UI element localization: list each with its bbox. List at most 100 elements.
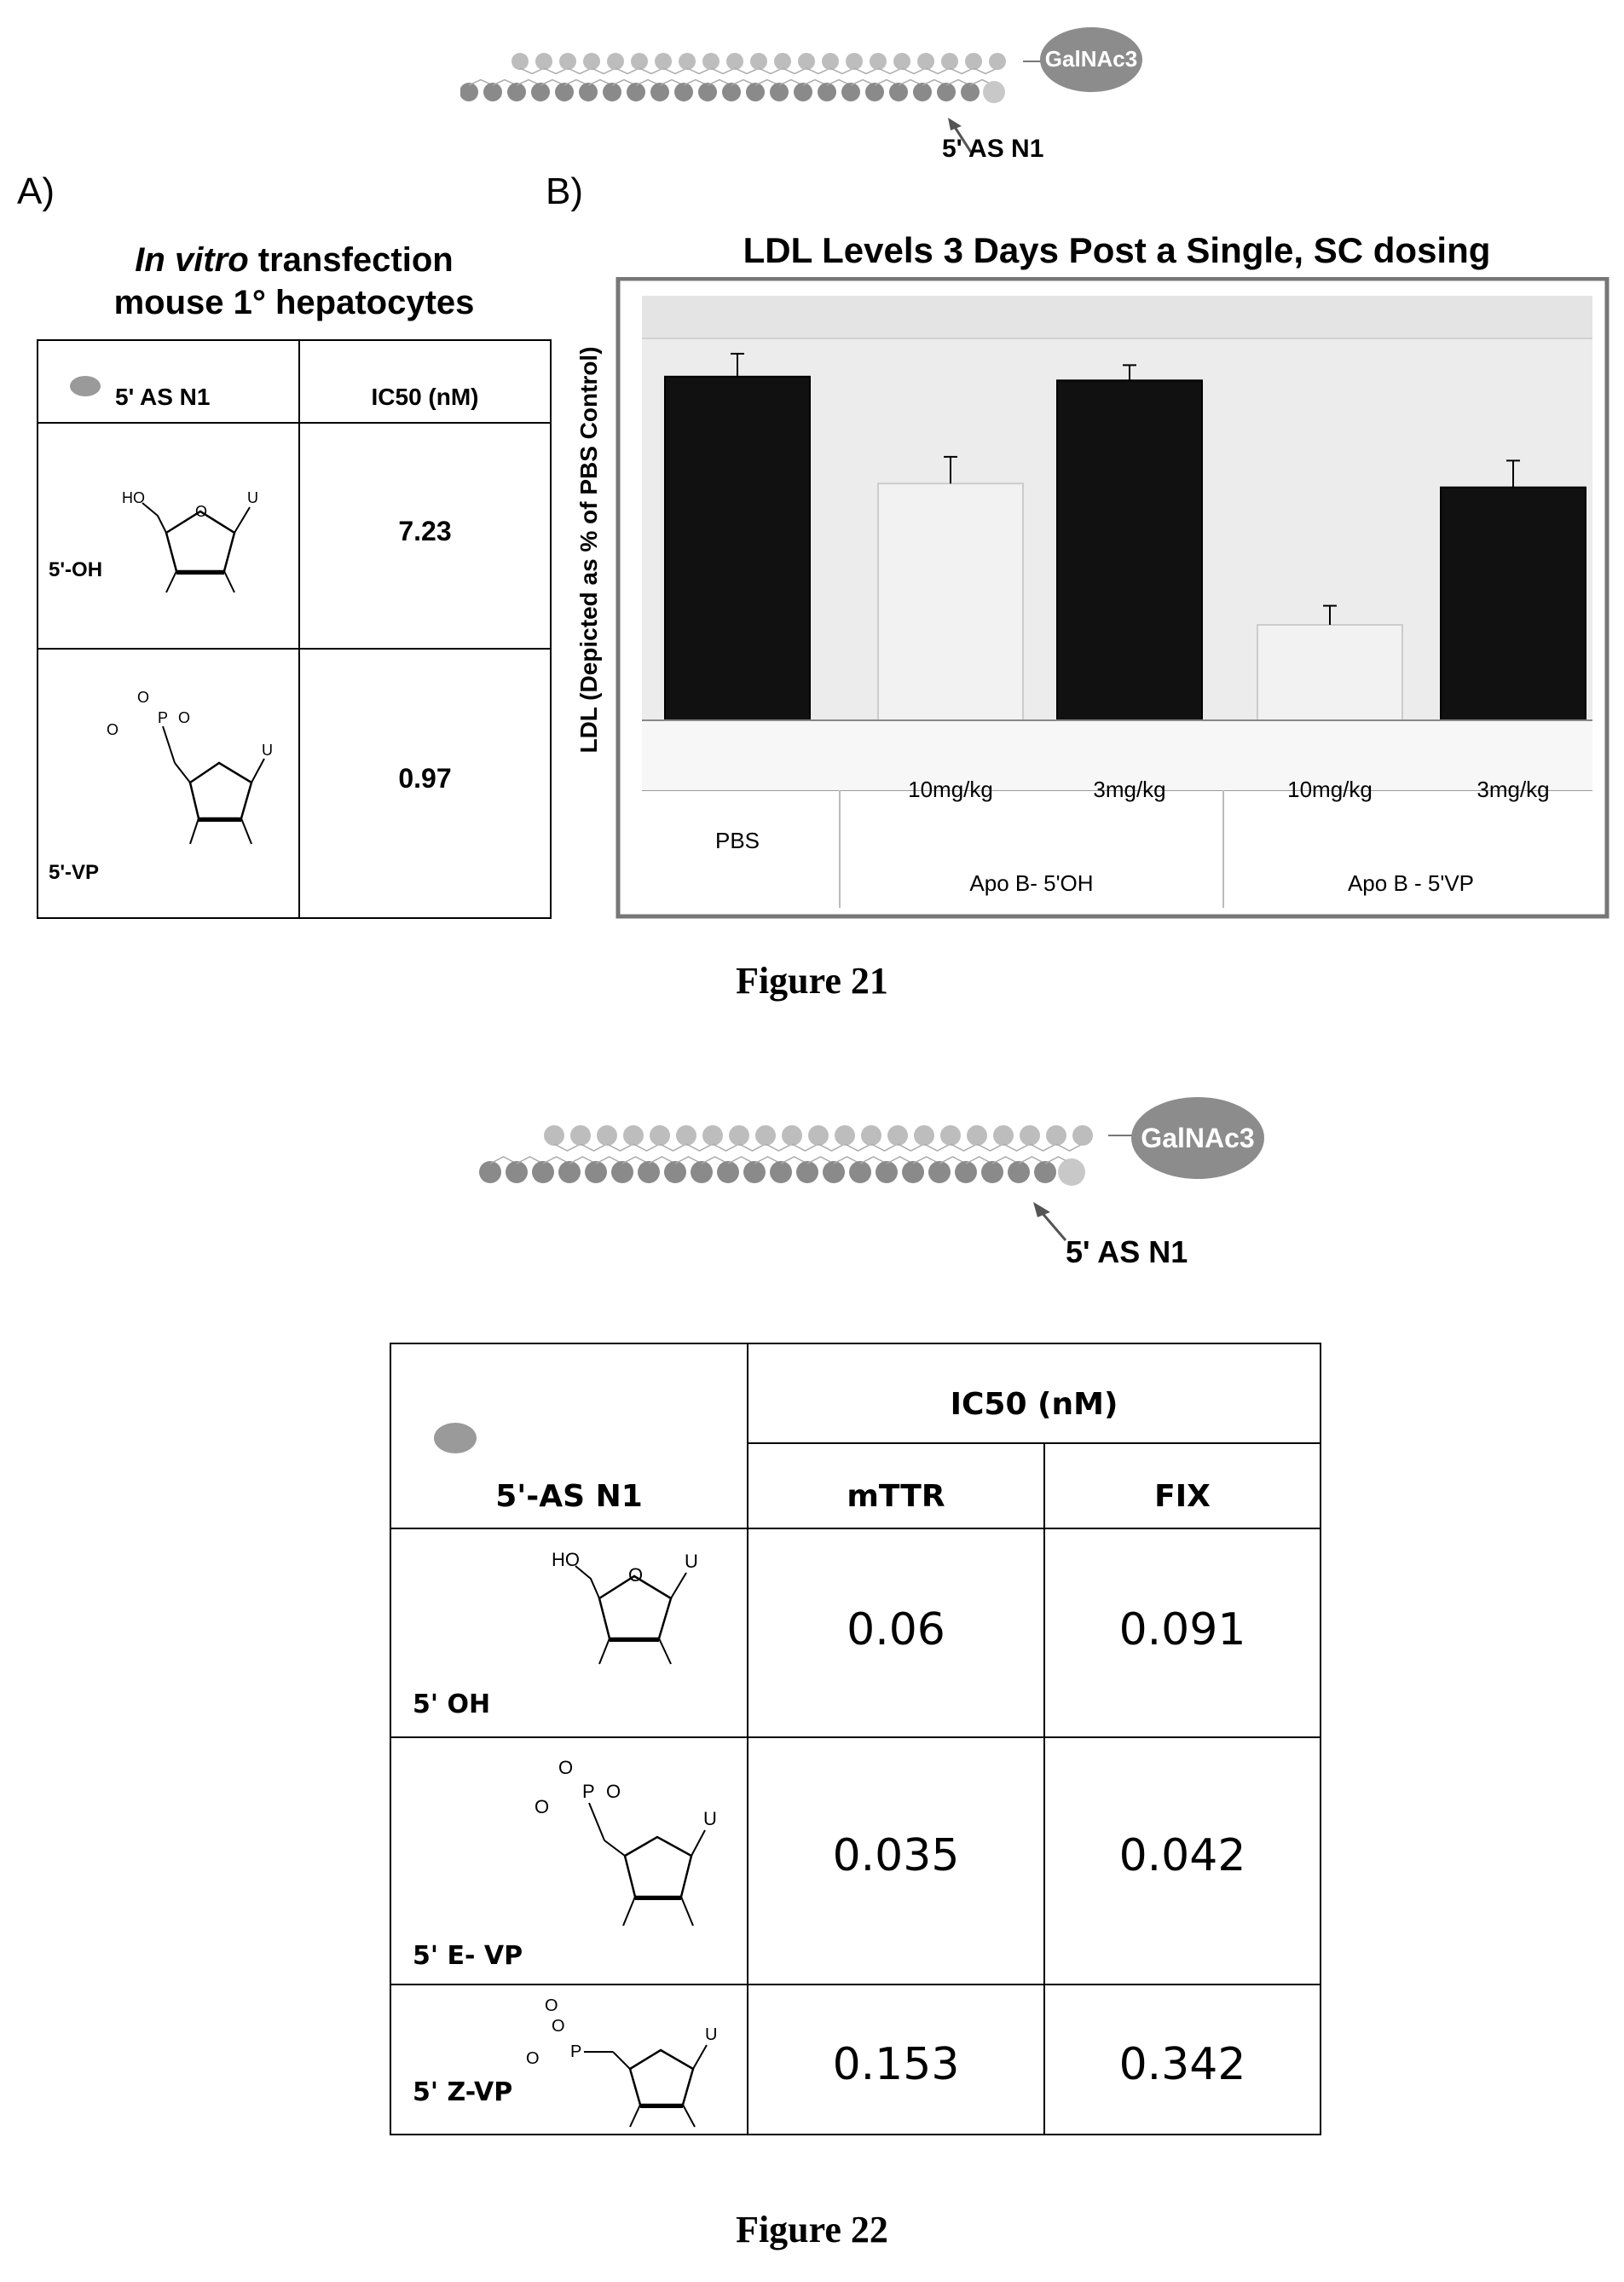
backbone-link	[621, 1156, 650, 1164]
nucleotide-bead	[846, 53, 863, 70]
nucleotide-bead	[902, 1161, 924, 1183]
nucleotide-bead	[865, 83, 884, 101]
backbone-link	[877, 67, 903, 75]
panel-a-col1-header: 5' AS N1	[115, 384, 211, 410]
nucleotide-bead	[650, 83, 669, 101]
backbone-link	[782, 67, 807, 75]
backbone-link	[734, 67, 760, 75]
nucleotide-bead	[506, 1161, 528, 1183]
nucleotide-bead	[849, 1161, 871, 1183]
svg-text:O: O	[545, 1996, 558, 2015]
nucleotide-bead	[746, 83, 765, 101]
nucleotide-bead	[955, 1161, 977, 1183]
backbone-link	[516, 1156, 544, 1164]
fig22-arrow-label: 5' AS N1	[1066, 1234, 1188, 1269]
nucleotide-bead	[460, 83, 478, 101]
backbone-link	[897, 1143, 925, 1152]
backbone-link	[633, 1143, 661, 1152]
nucleotide-bead	[794, 83, 812, 101]
backbone-link	[659, 78, 685, 86]
backbone-link	[754, 1156, 782, 1164]
panel-a-col2-header: IC50 (nM)	[371, 384, 479, 410]
galnac-ellipse	[1040, 27, 1142, 92]
nucleotide-bead	[782, 1125, 802, 1146]
chart-category-label-4: 3mg/kg	[1477, 777, 1549, 802]
svg-text:O: O	[628, 1564, 643, 1586]
chart-bar-3	[1257, 624, 1403, 721]
nucleotide-bead	[729, 1125, 749, 1146]
backbone-link	[949, 67, 974, 75]
backbone-link	[976, 1143, 1004, 1152]
svg-text:U: U	[262, 742, 273, 759]
nucleotide-bead	[611, 1161, 633, 1183]
nucleotide-bead	[861, 1125, 881, 1146]
sugar-5oh-structure-icon: HO O U	[122, 489, 258, 593]
backbone-link	[615, 67, 640, 75]
backbone-link	[492, 78, 517, 86]
row-label-5oh: 5'-OH	[49, 558, 103, 581]
nucleotide-bead	[967, 1125, 987, 1146]
svg-text:P: P	[158, 709, 168, 726]
chart-group-label-5vp: Apo B - 5'VP	[1348, 870, 1474, 896]
nucleotide-bead	[559, 53, 576, 70]
backbone-link	[901, 67, 927, 75]
backbone-link	[1003, 1143, 1031, 1152]
backbone-link	[519, 67, 545, 75]
backbone-link	[606, 1143, 634, 1152]
nucleotide-bead	[532, 1161, 554, 1183]
figure-21-caption: Figure 21	[736, 960, 888, 1002]
nucleotide-bead	[531, 83, 550, 101]
backbone-link	[778, 78, 804, 86]
nucleotide-bead	[555, 83, 574, 101]
fig22-row-label-e-vp: 5' E- VP	[413, 1941, 523, 1971]
svg-text:U: U	[247, 489, 258, 506]
panel-b-label: B)	[546, 170, 583, 212]
backbone-link	[859, 1156, 887, 1164]
nucleotide-bead	[722, 83, 741, 101]
backbone-link	[853, 67, 879, 75]
nucleotide-bead	[483, 83, 502, 101]
nucleotide-bead	[655, 53, 672, 70]
backbone-link	[850, 78, 876, 86]
nucleotide-bead	[664, 1161, 686, 1183]
panel-a-label: A)	[17, 170, 55, 212]
nucleotide-bead	[914, 1125, 934, 1146]
backbone-link	[806, 67, 831, 75]
nucleotide-bead	[583, 53, 600, 70]
backbone-link	[489, 1156, 517, 1164]
galnac-ellipse	[1131, 1097, 1264, 1179]
nucleotide-bead	[774, 53, 791, 70]
sugar-e-vp-structure-icon: O P O O U	[535, 1757, 717, 1927]
nucleotide-bead	[822, 53, 839, 70]
fig22-header-group: IC50 (nM)	[950, 1387, 1118, 1422]
nucleotide-bead	[638, 1161, 660, 1183]
nucleotide-bead	[674, 83, 693, 101]
nucleotide-bead	[570, 1125, 591, 1146]
panel-a-title: In vitro transfection mouse 1° hepatocyt…	[37, 239, 552, 324]
nucleotide-bead	[893, 53, 910, 70]
nucleotide-bead	[818, 83, 836, 101]
chart-category-label-0: PBS	[715, 828, 760, 853]
backbone-link	[685, 1143, 714, 1152]
backbone-link	[886, 1156, 914, 1164]
nucleotide-bead	[941, 53, 958, 70]
nucleotide-bead	[887, 1125, 908, 1146]
chart-bar-0	[664, 375, 811, 722]
fig22-col0-header: 5'-AS N1	[495, 1479, 643, 1514]
nucleotide-marker-icon	[434, 1423, 477, 1453]
nucleotide-bead	[870, 53, 887, 70]
nucleotide-bead	[717, 1161, 739, 1183]
backbone-link	[707, 78, 732, 86]
nucleotide-bead	[597, 1125, 617, 1146]
svg-text:U: U	[703, 1808, 717, 1829]
svg-text:O: O	[137, 689, 149, 706]
fig22-col1-header: mTTR	[847, 1479, 945, 1514]
backbone-link	[683, 78, 708, 86]
svg-text:O: O	[195, 503, 207, 520]
svg-text:O: O	[606, 1781, 621, 1802]
nucleotide-bead	[558, 1161, 581, 1183]
chart-bar-1	[877, 482, 1024, 722]
nucleotide-bead	[1020, 1125, 1040, 1146]
sugar-5vp-structure-icon: O P O O U	[107, 689, 273, 845]
backbone-link	[973, 67, 998, 75]
